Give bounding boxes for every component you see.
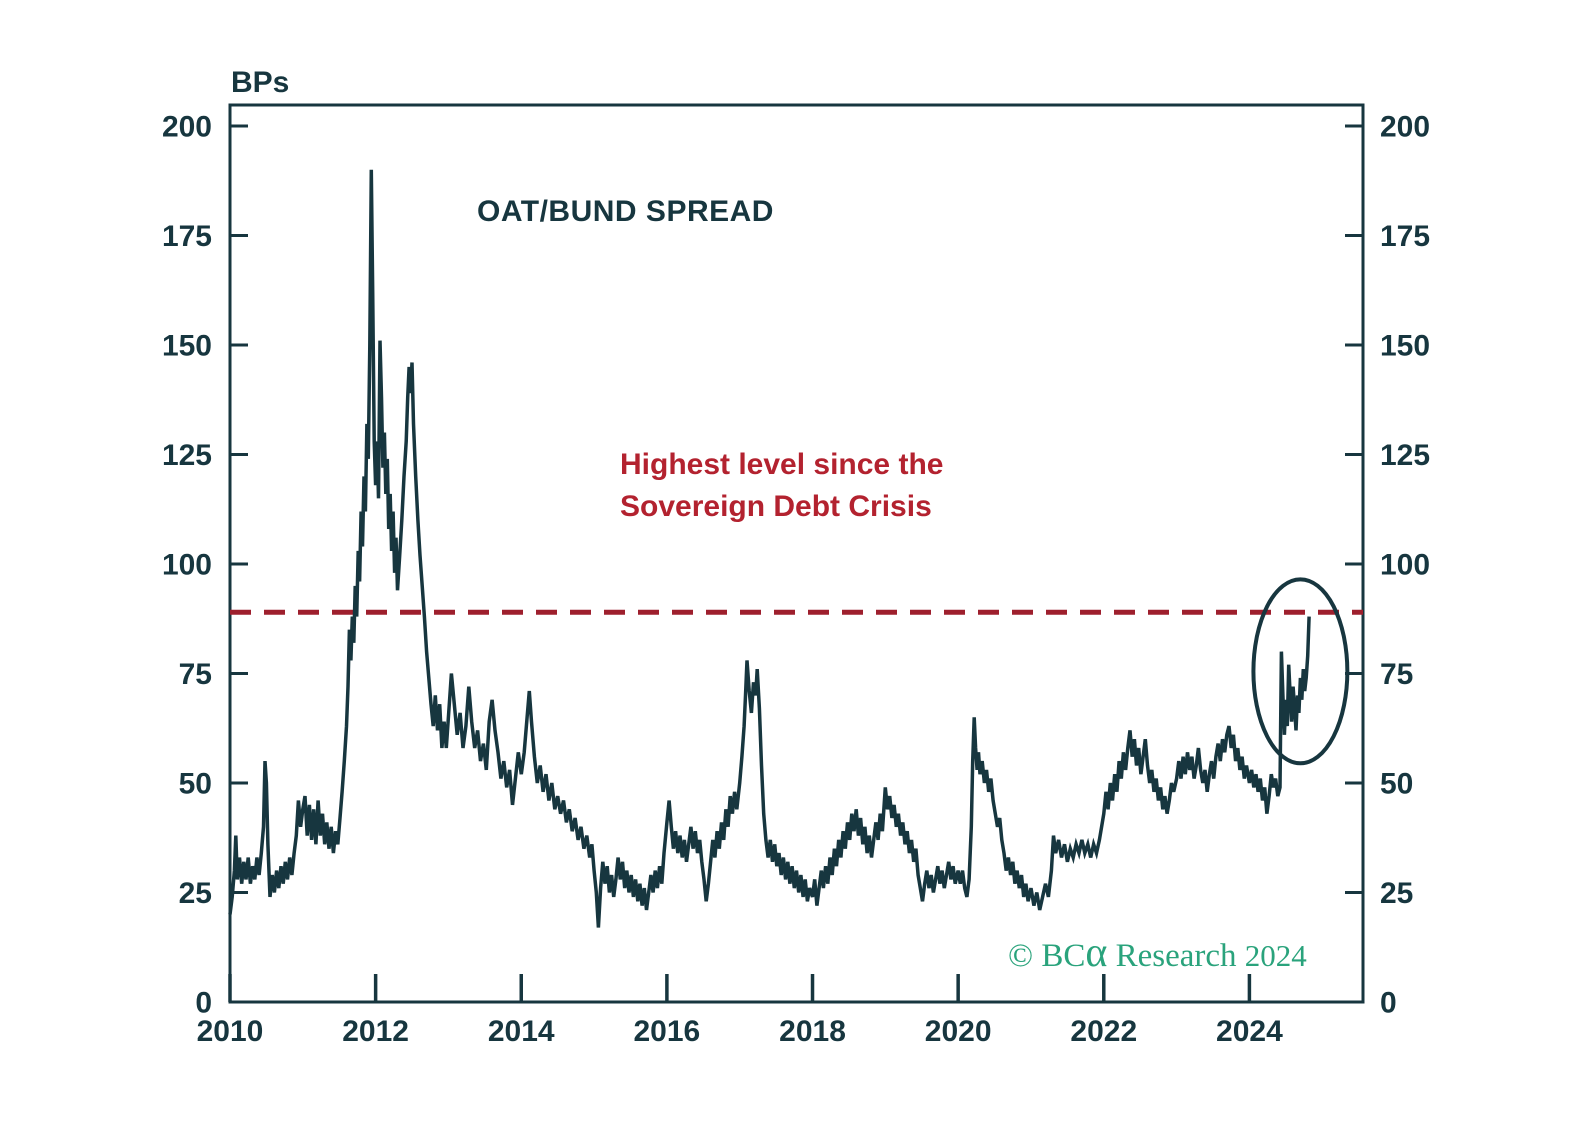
y-tick-label-right-100: 100: [1380, 549, 1430, 582]
plot-frame: [228, 103, 1365, 1004]
y-tick-label-right-75: 75: [1380, 658, 1413, 691]
copyright-text: © BCα Research 2024: [1008, 930, 1307, 976]
copyright-alpha-glyph: α: [1085, 930, 1107, 976]
y-tick-label-left-50: 50: [179, 768, 212, 801]
y-tick-label-left-150: 150: [162, 330, 212, 363]
y-tick-label-left-25: 25: [179, 877, 212, 910]
x-tick-label-2018: 2018: [779, 1015, 846, 1048]
spread-line-series: [228, 169, 1311, 928]
y-tick-label-right-150: 150: [1380, 330, 1430, 363]
x-tick-label-2022: 2022: [1070, 1015, 1137, 1048]
y-tick-label-left-75: 75: [179, 658, 212, 691]
x-tick-label-2020: 2020: [925, 1015, 992, 1048]
copyright-year: 2024: [1245, 938, 1308, 973]
y-tick-label-right-0: 0: [1380, 987, 1397, 1020]
y-tick-label-right-50: 50: [1380, 768, 1413, 801]
x-tick-label-2012: 2012: [342, 1015, 409, 1048]
x-tick-label-2010: 2010: [197, 1015, 264, 1048]
x-tick-label-2024: 2024: [1216, 1015, 1283, 1048]
y-tick-label-left-0: 0: [195, 987, 212, 1020]
x-tick-label-2016: 2016: [634, 1015, 701, 1048]
y-tick-label-left-200: 200: [162, 111, 212, 144]
annotation-line-2: Sovereign Debt Crisis: [620, 490, 932, 523]
annotation-line-1: Highest level since the: [620, 448, 943, 481]
y-tick-label-right-175: 175: [1380, 220, 1430, 253]
chart-title: OAT/BUND SPREAD: [477, 195, 774, 228]
y-tick-label-right-125: 125: [1380, 439, 1430, 472]
y-tick-label-right-200: 200: [1380, 111, 1430, 144]
copyright-prefix: © BC: [1008, 938, 1085, 974]
copyright-middle: Research: [1107, 938, 1244, 974]
x-tick-label-2014: 2014: [488, 1015, 555, 1048]
highlight-ellipse: [1251, 577, 1350, 766]
y-tick-label-right-25: 25: [1380, 877, 1413, 910]
plot-area: 0 0 25 25 50 50 75 75 100 100 125 125 150 150 175 175 20…: [162, 103, 1430, 1048]
y-tick-label-left-100: 100: [162, 549, 212, 582]
y-tick-label-left-125: 125: [162, 439, 212, 472]
y-axis-unit-label: BPs: [231, 66, 289, 99]
y-tick-label-left-175: 175: [162, 220, 212, 253]
